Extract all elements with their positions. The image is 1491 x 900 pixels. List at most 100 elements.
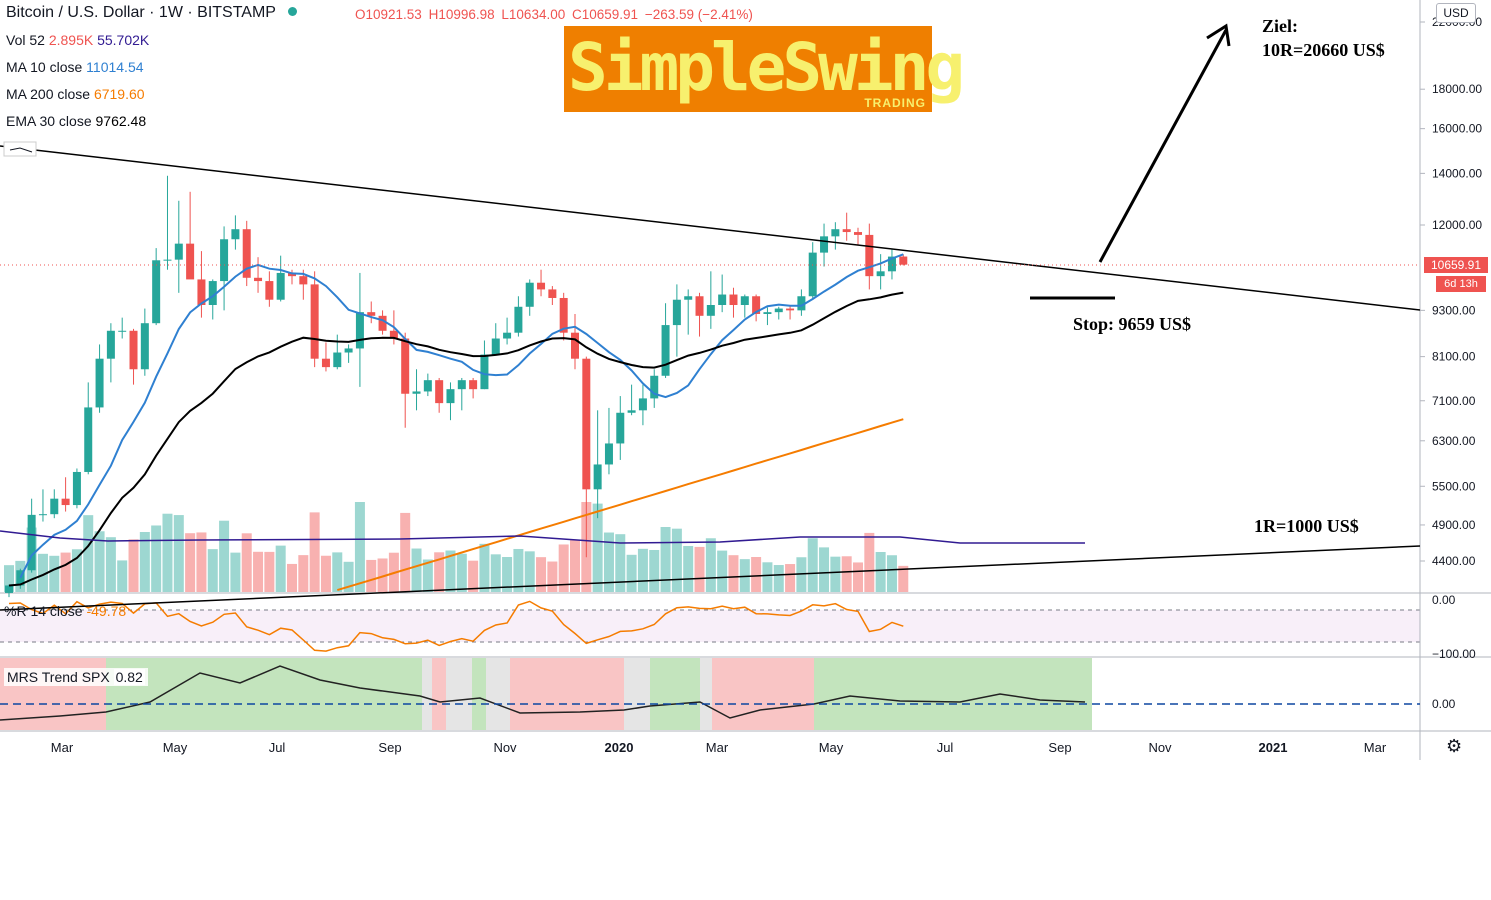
volume-bar (411, 548, 422, 592)
volume-bar (637, 548, 648, 592)
candle-body (38, 514, 47, 516)
candle-body (84, 407, 93, 472)
chart-area[interactable]: 22000.0018000.0016000.0014000.0012000.00… (0, 0, 1491, 760)
price-tick-label: 4900.00 (1432, 518, 1476, 532)
candle-body (16, 570, 25, 586)
pane-axes: 0.00 −100.00 0.00 (1432, 593, 1476, 711)
volume-bar (128, 539, 139, 592)
volume-bar (366, 559, 377, 592)
candle-body (650, 375, 659, 399)
candle-body (548, 289, 557, 298)
volume-bar (570, 539, 580, 592)
volume-bar (468, 560, 479, 592)
candle-body (503, 332, 512, 339)
price-tick-label: 5500.00 (1432, 479, 1476, 493)
low-value: L10634.00 (501, 7, 566, 22)
candle-body (627, 410, 636, 413)
symbol-title[interactable]: Bitcoin / U.S. Dollar · 1W · BITSTAMP (6, 4, 303, 22)
legend-vol[interactable]: Vol 52 2.895K 55.702K (6, 32, 150, 48)
target-arrowhead (1206, 23, 1231, 47)
candle-body (672, 299, 681, 326)
target-label-1: Ziel: (1262, 16, 1298, 36)
volume-ma-line (0, 530, 1085, 544)
volume-bar (785, 564, 796, 592)
candle-body (231, 229, 240, 240)
candle-body (514, 306, 523, 333)
volume-bar (71, 549, 82, 592)
volume-bar (173, 515, 184, 592)
candle-body (593, 464, 602, 490)
volume-bar (151, 525, 162, 592)
candle-body (854, 232, 862, 235)
time-tick-label: Jul (269, 740, 286, 755)
candle-body (797, 296, 806, 311)
candle-body (163, 259, 172, 261)
candle-body (752, 296, 761, 314)
high-value: H10996.98 (428, 7, 495, 22)
volume-bar (117, 560, 128, 592)
volume-bar (717, 550, 728, 592)
candle-body (820, 236, 829, 253)
scroll-handle[interactable] (3, 141, 37, 157)
candle-body (638, 398, 647, 411)
volume-bar (287, 563, 297, 592)
time-tick-label: May (163, 740, 188, 755)
volume-bar (196, 532, 207, 592)
currency-button[interactable]: USD (1436, 3, 1476, 23)
williams-tick-label: 0.00 (1432, 593, 1456, 607)
volume-bar (592, 503, 603, 592)
volume-bar (490, 554, 501, 592)
mrs-region (472, 658, 486, 730)
mrs-region (650, 658, 700, 730)
target-arrow[interactable] (1098, 29, 1228, 263)
legend-ma200[interactable]: MA 200 close 6719.60 (6, 86, 145, 102)
volume-bar (377, 558, 388, 592)
williams-band (0, 610, 1420, 642)
candle-body (763, 312, 772, 314)
williams-legend[interactable]: %R 14 close -49.78 (4, 603, 127, 619)
price-tick-label: 9300.00 (1432, 303, 1476, 317)
time-tick-label: Nov (493, 740, 517, 755)
volume-bar (354, 502, 365, 592)
volume-bar (875, 552, 886, 592)
legend-ma10[interactable]: MA 10 close 11014.54 (6, 59, 144, 75)
volume-bar (841, 556, 852, 592)
candle-body (684, 296, 693, 300)
time-tick-label: May (819, 740, 844, 755)
candle-body (604, 443, 613, 465)
candle-body (559, 297, 568, 333)
volume-bar (547, 561, 558, 592)
volume-bar (94, 531, 105, 592)
price-tick-label: 8100.00 (1432, 350, 1476, 364)
volume-bar (4, 565, 14, 592)
volume-bar (83, 515, 94, 592)
volume-bar (139, 532, 150, 592)
candle-body (265, 281, 274, 300)
time-tick-label: Sep (378, 740, 401, 755)
last-price-tag: 10659.91 (1424, 257, 1488, 273)
candle-body (469, 380, 478, 390)
time-tick-label: Jul (937, 740, 954, 755)
ascending-trendline[interactable] (0, 545, 1421, 611)
candle-body (106, 330, 115, 359)
mrs-legend[interactable]: MRS Trend SPX 0.82 (4, 668, 148, 686)
candle-body (321, 358, 330, 368)
legend-ema30[interactable]: EMA 30 close 9762.48 (6, 113, 147, 129)
time-tick-label: 2021 (1259, 740, 1288, 755)
ma200-line (337, 418, 904, 592)
mrs-region (486, 658, 510, 730)
volume-bar (320, 555, 331, 592)
mrs-region (814, 658, 1092, 730)
logo-text: SimpleSwing (568, 29, 965, 106)
candle-body (740, 296, 749, 305)
gear-icon[interactable]: ⚙ (1446, 736, 1463, 756)
volume-bar (332, 552, 343, 592)
ohlc-readout: O10921.53 H10996.98 L10634.00 C10659.91 … (355, 7, 756, 22)
volume-bar (445, 550, 456, 592)
ema30-line (8, 291, 904, 587)
descending-trendline[interactable] (0, 145, 1421, 311)
time-axis[interactable]: Mar May Jul Sep Nov 2020 Mar May Jul Sep Nov 2021 Ma… (51, 740, 1387, 755)
price-axis[interactable]: 22000.0018000.0016000.0014000.0012000.00… (1420, 15, 1482, 568)
mrs-trend-line (0, 665, 1086, 721)
volume-bar (162, 513, 173, 592)
